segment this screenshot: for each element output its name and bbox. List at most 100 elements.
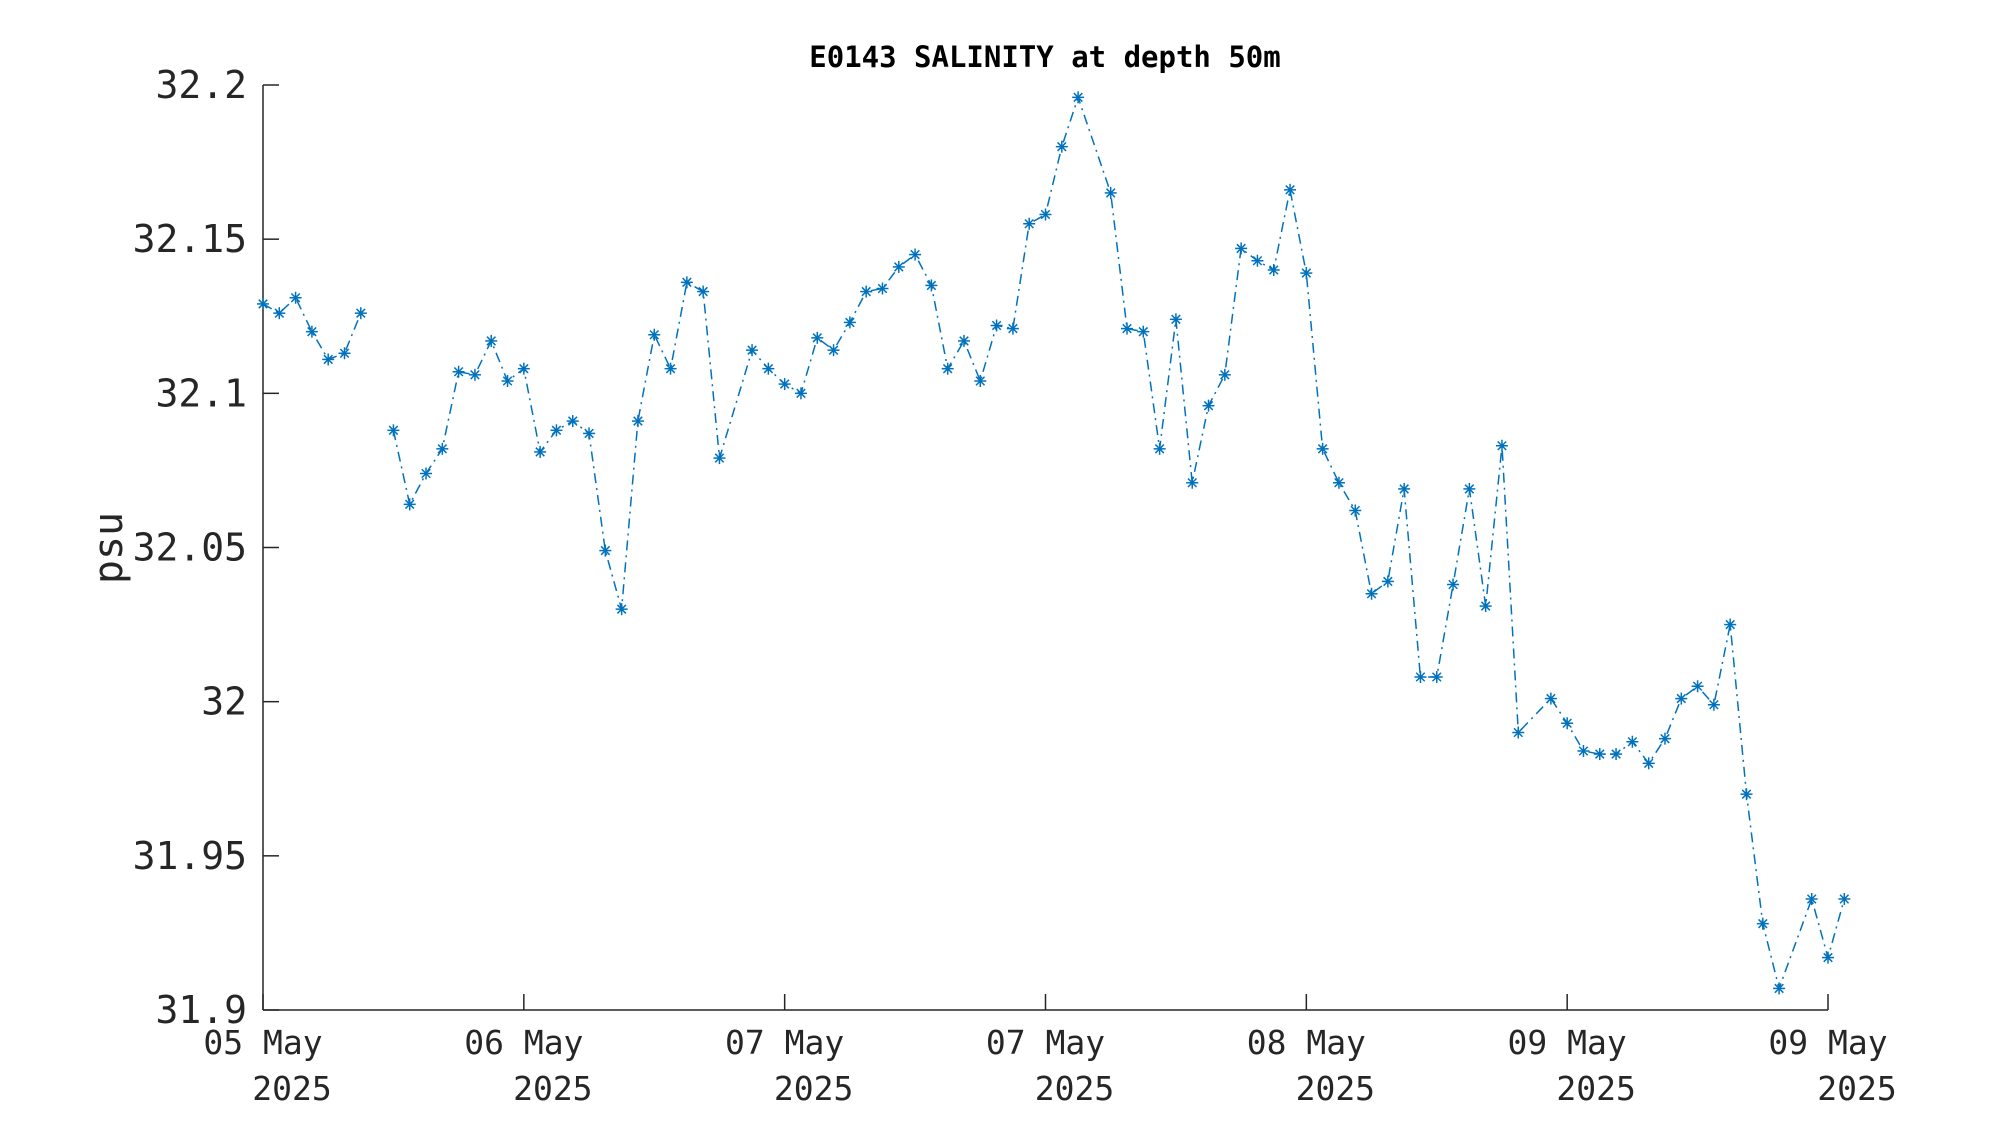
data-point (1593, 748, 1606, 761)
data-point (468, 368, 481, 381)
data-point (631, 415, 644, 428)
data-point (1430, 671, 1443, 683)
data-point (1691, 680, 1704, 693)
x-tick-year: 2025 (1556, 1069, 1635, 1108)
data-point (1773, 982, 1786, 995)
x-tick-label: 09 May (1768, 1023, 1887, 1062)
data-point (305, 325, 318, 338)
data-point (1072, 91, 1085, 104)
y-tick-label: 32 (201, 680, 247, 724)
data-point (1300, 267, 1313, 280)
axes (262, 85, 1828, 1011)
data-point (566, 415, 579, 428)
data-point (387, 424, 400, 437)
data-point (1626, 735, 1639, 748)
data-point (322, 353, 335, 366)
data-point (1463, 482, 1476, 495)
x-tick-label: 05 May (203, 1023, 322, 1062)
data-point (648, 328, 661, 341)
data-point (1642, 757, 1655, 770)
data-point (1495, 439, 1508, 452)
data-point (1169, 313, 1182, 326)
ticks: 31.9 31.95 32 32.05 32.1 32.15 32.2 05 May 2025 0… (133, 63, 1897, 1108)
chart-title: E0143 SALINITY at depth 50m (809, 40, 1280, 74)
data-point (909, 248, 922, 261)
data-point (1332, 476, 1345, 489)
data-point (1316, 442, 1329, 455)
series-line (262, 94, 1846, 991)
data-point (778, 378, 791, 391)
data-point (1398, 482, 1411, 495)
y-tick-label: 31.95 (133, 834, 247, 878)
data-point (1251, 254, 1264, 267)
data-point (1235, 242, 1248, 255)
x-tick-label: 09 May (1508, 1023, 1627, 1062)
data-point (257, 297, 269, 310)
data-point (1805, 893, 1818, 905)
plot-area: 31.9 31.95 32 32.05 32.1 32.15 32.2 05 May 2025 0… (133, 63, 1897, 1108)
x-tick-year: 2025 (1817, 1069, 1896, 1108)
y-tick-label: 32.15 (133, 217, 247, 261)
data-point (517, 362, 530, 375)
data-point (697, 285, 710, 298)
data-point (289, 291, 302, 304)
data-point (990, 319, 1003, 332)
data-point (974, 375, 987, 387)
x-tick-label: 08 May (1247, 1023, 1366, 1062)
y-tick-label: 32.05 (133, 526, 247, 570)
data-point (273, 307, 286, 320)
data-point (1381, 575, 1394, 588)
data-point (338, 347, 351, 360)
y-tick-label: 31.9 (155, 988, 247, 1032)
data-point (1104, 186, 1117, 199)
data-point (354, 307, 367, 320)
data-point (925, 279, 938, 292)
data-point (1023, 217, 1036, 230)
x-tick-year: 2025 (513, 1069, 592, 1108)
data-point (827, 344, 840, 357)
data-point (599, 544, 612, 557)
data-point (876, 282, 889, 295)
data-point (1414, 671, 1427, 683)
data-point (1284, 183, 1297, 196)
series-points (257, 91, 1851, 995)
data-point (1740, 788, 1753, 801)
data-point (680, 276, 693, 289)
data-point (501, 375, 514, 387)
data-point (1756, 917, 1769, 930)
x-tick-year: 2025 (774, 1069, 853, 1108)
data-point (713, 452, 726, 465)
data-point (1006, 322, 1019, 335)
data-point (485, 334, 498, 347)
data-point (1544, 692, 1557, 705)
x-tick-label: 06 May (464, 1023, 583, 1062)
y-tick-label: 32.2 (155, 63, 247, 107)
data-point (811, 331, 824, 344)
data-point (1153, 442, 1166, 455)
data-point (1039, 208, 1052, 221)
data-point (436, 442, 449, 455)
data-point (1479, 600, 1492, 613)
data-point (794, 387, 807, 400)
x-tick-year: 2025 (252, 1069, 331, 1108)
data-point (1838, 893, 1851, 905)
data-point (1137, 325, 1150, 338)
y-axis-label: psu (86, 512, 132, 584)
data-point (1365, 587, 1378, 600)
data-point (550, 424, 563, 437)
data-point (403, 498, 416, 511)
data-point (1675, 692, 1688, 705)
data-point (1186, 476, 1199, 489)
data-point (957, 334, 970, 347)
x-tick-year: 2025 (1296, 1069, 1375, 1108)
data-point (1218, 368, 1231, 381)
data-point (1267, 264, 1280, 276)
x-tick-label: 07 May (986, 1023, 1105, 1062)
data-point (1561, 717, 1574, 730)
data-point (1610, 748, 1623, 761)
data-point (1349, 504, 1362, 517)
data-point (1577, 745, 1590, 757)
data-point (1121, 322, 1134, 335)
data-point (892, 260, 905, 273)
